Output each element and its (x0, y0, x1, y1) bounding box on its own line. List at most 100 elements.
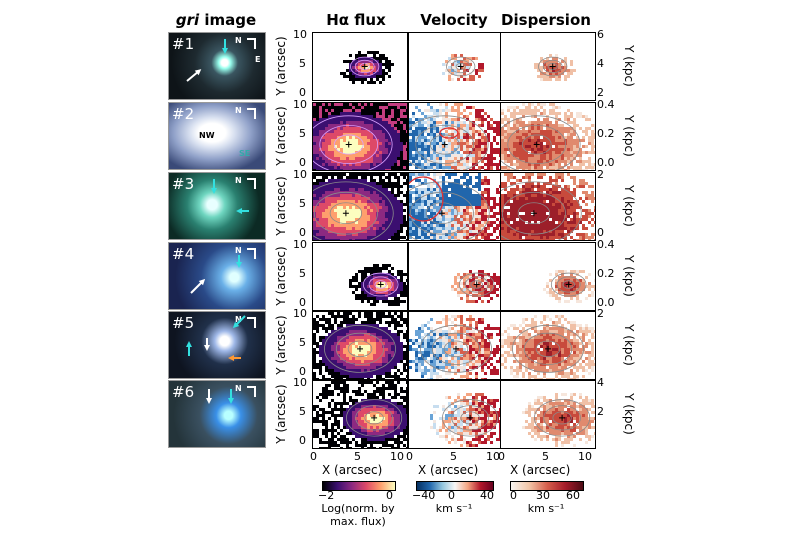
map-pixel (379, 375, 382, 378)
map-pixel (331, 194, 334, 197)
map-pixel (439, 139, 442, 142)
flux-contour (333, 134, 364, 155)
map-pixel (540, 206, 543, 209)
map-pixel (546, 63, 549, 66)
map-pixel (316, 227, 319, 230)
map-pixel (394, 227, 397, 230)
map-pixel (424, 239, 427, 240)
map-pixel (579, 112, 582, 115)
map-pixel (343, 200, 346, 203)
map-pixel (582, 136, 585, 139)
right-axis-tick: 0.0 (597, 156, 615, 169)
map-pixel (400, 151, 403, 154)
map-pixel (525, 106, 528, 109)
map-pixel (537, 203, 540, 206)
map-pixel (493, 291, 496, 294)
map-pixel (376, 342, 379, 345)
map-pixel (322, 236, 325, 239)
map-pixel (331, 191, 334, 194)
map-pixel (367, 118, 370, 121)
map-pixel (591, 197, 594, 200)
map-pixel (546, 75, 549, 78)
map-pixel (552, 212, 555, 215)
map-pixel (463, 124, 466, 127)
map-pixel (376, 366, 379, 369)
map-pixel (388, 330, 391, 333)
map-pixel (379, 182, 382, 185)
map-pixel (340, 215, 343, 218)
map-pixel (319, 182, 322, 185)
map-pixel (364, 336, 367, 339)
map-pixel (451, 54, 454, 57)
map-pixel (322, 145, 325, 148)
map-pixel (576, 200, 579, 203)
map-pixel (421, 236, 424, 239)
map-pixel (358, 282, 361, 285)
map-pixel (481, 215, 484, 218)
map-pixel (397, 112, 400, 115)
map-pixel (379, 288, 382, 291)
map-pixel (394, 321, 397, 324)
map-panel (312, 311, 408, 380)
map-pixel (406, 148, 407, 151)
map-pixel (400, 130, 403, 133)
map-pixel (436, 194, 439, 197)
map-pixel (382, 121, 385, 124)
map-pixel (454, 118, 457, 121)
map-pixel (585, 127, 588, 130)
gri-thumbnail: #3 N (168, 172, 266, 240)
map-pixel (325, 191, 328, 194)
map-pixel (349, 78, 352, 81)
map-pixel (382, 163, 385, 166)
map-pixel (394, 239, 397, 240)
map-pixel (507, 124, 510, 127)
map-pixel (382, 151, 385, 154)
map-pixel (349, 148, 352, 151)
map-pixel (478, 215, 481, 218)
map-pixel (373, 273, 376, 276)
map-pixel (555, 166, 558, 169)
map-pixel (340, 324, 343, 327)
map-pixel (415, 203, 418, 206)
map-pixel (445, 197, 448, 200)
map-pixel (549, 221, 552, 224)
map-pixel (328, 221, 331, 224)
map-pixel (406, 230, 407, 233)
map-pixel (394, 279, 397, 282)
map-pixel (558, 72, 561, 75)
map-pixel (558, 285, 561, 288)
map-pixel (355, 200, 358, 203)
map-pixel (340, 160, 343, 163)
map-pixel (331, 369, 334, 372)
map-pixel (349, 163, 352, 166)
map-pixel (385, 127, 388, 130)
map-pixel (570, 221, 573, 224)
region-marker-ellipse (409, 176, 444, 222)
map-pixel (564, 185, 567, 188)
map-pixel (457, 200, 460, 203)
map-pixel (594, 130, 595, 133)
map-pixel (487, 154, 490, 157)
map-pixel (570, 273, 573, 276)
map-pixel (316, 169, 319, 170)
map-pixel (561, 60, 564, 63)
map-pixel (394, 285, 397, 288)
map-pixel (349, 285, 352, 288)
map-pixel (460, 227, 463, 230)
map-pixel (534, 160, 537, 163)
map-pixel (579, 288, 582, 291)
map-pixel (382, 139, 385, 142)
map-pixel (436, 218, 439, 221)
map-pixel (331, 139, 334, 142)
map-pixel (376, 103, 379, 106)
map-pixel (397, 236, 400, 239)
map-pixel (460, 212, 463, 215)
map-pixel (328, 212, 331, 215)
map-pixel (555, 60, 558, 63)
map-pixel (367, 133, 370, 136)
map-pixel (385, 279, 388, 282)
flux-contour (409, 115, 489, 170)
map-pixel (328, 169, 331, 170)
map-pixel (331, 148, 334, 151)
map-pixel (415, 215, 418, 218)
